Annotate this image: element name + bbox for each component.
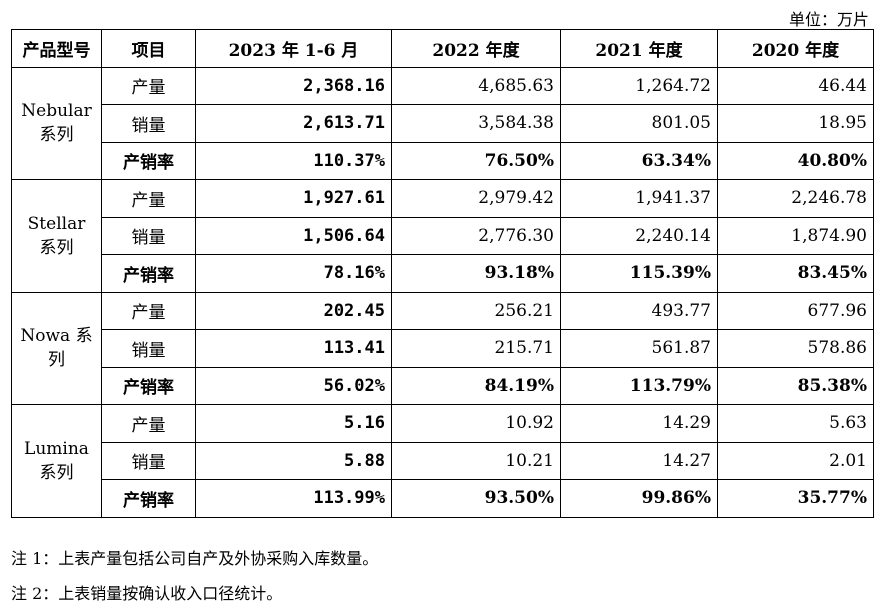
cell-2021: 561.87 xyxy=(560,329,718,368)
cell-2023h1: 1,506.64 xyxy=(195,216,392,255)
cell-2022: 10.92 xyxy=(391,404,561,443)
header-product-model: 产品型号 xyxy=(11,29,102,68)
cell-2022: 93.18% xyxy=(391,254,561,293)
row-item: 产销率 xyxy=(101,479,196,518)
header-2021: 2021 年度 xyxy=(560,29,718,68)
row-item: 产量 xyxy=(101,66,196,105)
production-sales-table: 产品型号 项目 2023 年 1-6 月 2022 年度 2021 年度 202… xyxy=(11,29,874,518)
cell-2022: 3,584.38 xyxy=(391,104,561,143)
group-name-nebular: Nebular 系列 xyxy=(11,66,102,180)
row-item: 产量 xyxy=(101,404,196,443)
table-row: 销量 2,613.71 3,584.38 801.05 18.95 xyxy=(12,104,874,143)
row-item: 销量 xyxy=(101,216,196,255)
cell-2021: 99.86% xyxy=(560,479,718,518)
header-row: 产品型号 项目 2023 年 1-6 月 2022 年度 2021 年度 202… xyxy=(11,29,874,68)
cell-2021: 801.05 xyxy=(560,104,718,143)
cell-2023h1: 2,368.16 xyxy=(195,66,392,105)
header-2022: 2022 年度 xyxy=(391,29,561,68)
cell-2023h1: 5.16 xyxy=(195,404,392,443)
note-1: 注 1：上表产量包括公司自产及外协采购入库数量。 xyxy=(11,549,379,568)
cell-2021: 14.29 xyxy=(560,404,718,443)
unit-label: 单位：万片 xyxy=(788,10,869,29)
row-item: 产销率 xyxy=(101,141,196,180)
row-item: 产量 xyxy=(101,179,196,218)
cell-2021: 14.27 xyxy=(560,441,718,480)
cell-2021: 493.77 xyxy=(560,291,718,330)
cell-2020: 35.77% xyxy=(717,479,874,518)
table-row: 产销率 56.02% 84.19% 113.79% 85.38% xyxy=(12,366,874,405)
cell-2020: 2.01 xyxy=(717,441,874,480)
row-item: 销量 xyxy=(101,441,196,480)
cell-2023h1: 2,613.71 xyxy=(195,104,392,143)
row-item: 产销率 xyxy=(101,254,196,293)
cell-2023h1: 56.02% xyxy=(195,366,392,405)
cell-2021: 115.39% xyxy=(560,254,718,293)
group-name-lumina: Lumina 系列 xyxy=(11,404,102,518)
table-row: Lumina 系列 产量 5.16 10.92 14.29 5.63 xyxy=(11,404,874,518)
header-item: 项目 xyxy=(101,29,196,68)
table-row: Nebular 系列 产量 2,368.16 4,685.63 1,264.72… xyxy=(11,66,874,180)
cell-2023h1: 113.41 xyxy=(195,329,392,368)
cell-2023h1: 110.37% xyxy=(195,141,392,180)
cell-2022: 76.50% xyxy=(391,141,561,180)
table-row: Stellar 系列 产量 1,927.61 2,979.42 1,941.37… xyxy=(11,179,874,293)
cell-2023h1: 1,927.61 xyxy=(195,179,392,218)
table-row: 销量 5.88 10.21 14.27 2.01 xyxy=(12,441,874,480)
row-item: 产销率 xyxy=(101,366,196,405)
cell-2022: 256.21 xyxy=(391,291,561,330)
cell-2021: 2,240.14 xyxy=(560,216,718,255)
group-name-nowa: Nowa 系列 xyxy=(11,291,102,405)
cell-2023h1: 78.16% xyxy=(195,254,392,293)
cell-2021: 1,941.37 xyxy=(560,179,718,218)
cell-2021: 113.79% xyxy=(560,366,718,405)
notes: 注 1：上表产量包括公司自产及外协采购入库数量。 注 2：上表销量按确认收入口径… xyxy=(11,541,378,611)
table-row: 销量 113.41 215.71 561.87 578.86 xyxy=(12,329,874,368)
cell-2022: 93.50% xyxy=(391,479,561,518)
header-2023h1: 2023 年 1-6 月 xyxy=(195,29,392,68)
cell-2022: 2,979.42 xyxy=(391,179,561,218)
header-2020: 2020 年度 xyxy=(717,29,874,68)
cell-2022: 215.71 xyxy=(391,329,561,368)
note-2: 注 2：上表销量按确认收入口径统计。 xyxy=(11,584,283,603)
cell-2023h1: 202.45 xyxy=(195,291,392,330)
cell-2023h1: 113.99% xyxy=(195,479,392,518)
row-item: 销量 xyxy=(101,104,196,143)
cell-2021: 63.34% xyxy=(560,141,718,180)
cell-2023h1: 5.88 xyxy=(195,441,392,480)
table-row: 产销率 113.99% 93.50% 99.86% 35.77% xyxy=(12,479,874,518)
cell-2020: 18.95 xyxy=(717,104,874,143)
cell-2020: 83.45% xyxy=(717,254,874,293)
cell-2020: 85.38% xyxy=(717,366,874,405)
cell-2020: 677.96 xyxy=(717,291,874,330)
cell-2022: 2,776.30 xyxy=(391,216,561,255)
cell-2020: 40.80% xyxy=(717,141,874,180)
table-row: 产销率 110.37% 76.50% 63.34% 40.80% xyxy=(12,141,874,180)
cell-2020: 1,874.90 xyxy=(717,216,874,255)
row-item: 产量 xyxy=(101,291,196,330)
cell-2022: 84.19% xyxy=(391,366,561,405)
cell-2021: 1,264.72 xyxy=(560,66,718,105)
cell-2022: 4,685.63 xyxy=(391,66,561,105)
table-row: 销量 1,506.64 2,776.30 2,240.14 1,874.90 xyxy=(12,216,874,255)
table-row: Nowa 系列 产量 202.45 256.21 493.77 677.96 xyxy=(11,291,874,405)
cell-2022: 10.21 xyxy=(391,441,561,480)
cell-2020: 578.86 xyxy=(717,329,874,368)
cell-2020: 46.44 xyxy=(717,66,874,105)
cell-2020: 2,246.78 xyxy=(717,179,874,218)
cell-2020: 5.63 xyxy=(717,404,874,443)
table-row: 产销率 78.16% 93.18% 115.39% 83.45% xyxy=(12,254,874,293)
row-item: 销量 xyxy=(101,329,196,368)
group-name-stellar: Stellar 系列 xyxy=(11,179,102,293)
